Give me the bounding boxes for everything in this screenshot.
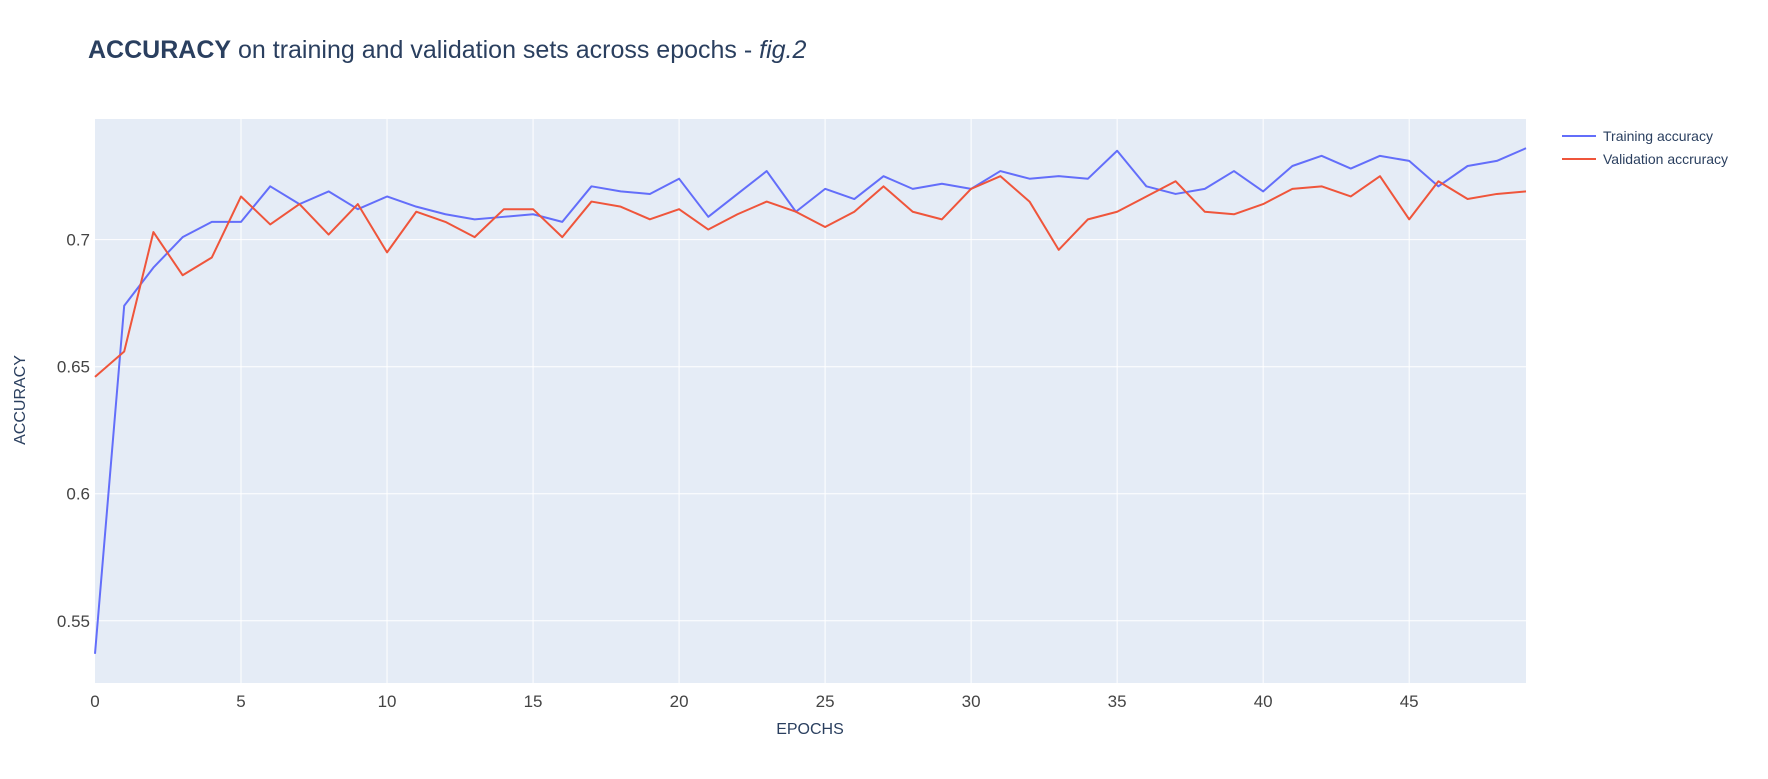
x-tick-label: 5	[236, 692, 245, 711]
y-tick-labels: 0.55 0.6 0.65 0.7	[57, 231, 90, 631]
x-tick-label: 0	[90, 692, 99, 711]
legend-item-validation[interactable]: Validation accruracy	[1562, 151, 1728, 167]
y-tick-label: 0.7	[66, 231, 90, 250]
plot-background	[95, 119, 1526, 683]
legend-item-training[interactable]: Training accuracy	[1562, 128, 1713, 144]
x-tick-label: 15	[524, 692, 543, 711]
x-tick-label: 45	[1400, 692, 1419, 711]
legend-label-validation: Validation accruracy	[1603, 151, 1728, 167]
chart-title-italic: fig.2	[759, 36, 806, 64]
legend[interactable]: Training accuracy Validation accruracy	[1562, 128, 1728, 167]
y-tick-label: 0.65	[57, 358, 90, 377]
legend-label-training: Training accuracy	[1603, 128, 1713, 144]
x-axis-title: EPOCHS	[776, 721, 844, 738]
y-axis-title: ACCURACY	[12, 355, 29, 445]
chart-title-bold: ACCURACY	[88, 36, 231, 64]
x-tick-labels: 0 5 10 15 20 25 30 35 40 45	[90, 692, 1418, 711]
series-line-validation	[94, 175, 1527, 378]
chart-title: ACCURACY on training and validation sets…	[88, 36, 806, 64]
x-tick-label: 10	[378, 692, 397, 711]
y-tick-label: 0.6	[66, 485, 90, 504]
y-tick-label: 0.55	[57, 612, 90, 631]
series-lines	[94, 147, 1527, 654]
x-tick-label: 35	[1108, 692, 1127, 711]
series-line-training	[94, 147, 1527, 654]
x-tick-label: 25	[816, 692, 835, 711]
chart-title-regular: on training and validation sets across e…	[231, 36, 759, 64]
grid-lines	[95, 119, 1526, 683]
x-tick-label: 30	[962, 692, 981, 711]
x-tick-label: 40	[1254, 692, 1273, 711]
x-tick-label: 20	[670, 692, 689, 711]
